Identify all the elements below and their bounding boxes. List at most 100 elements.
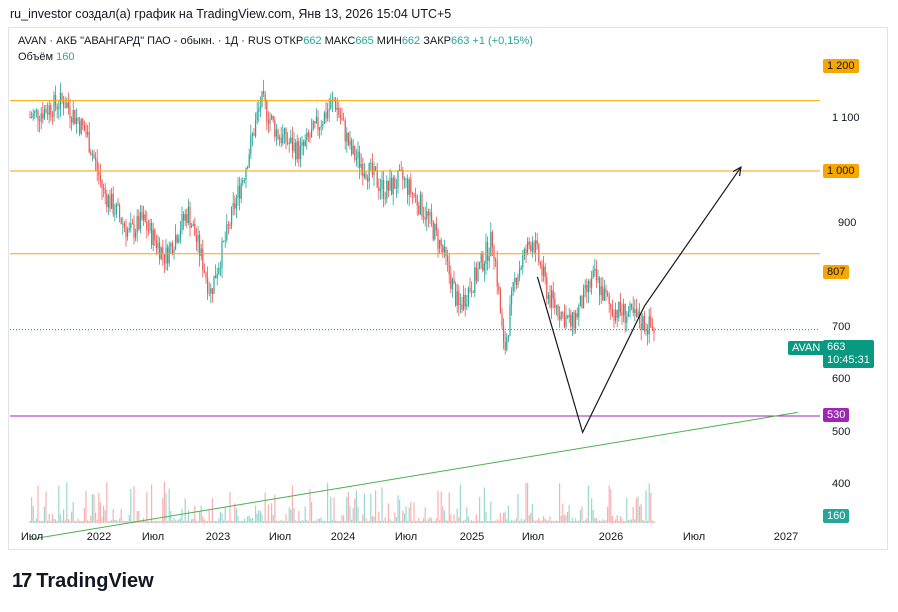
volume-bar <box>183 520 185 523</box>
candle-body <box>197 235 199 242</box>
volume-bar <box>631 519 633 523</box>
candle-body <box>421 194 423 217</box>
candle-body <box>474 267 476 293</box>
candle-body <box>200 248 202 256</box>
candle-body <box>51 115 53 117</box>
volume-bar <box>170 510 172 523</box>
volume-bar <box>496 519 498 523</box>
volume-bar <box>573 520 575 523</box>
volume-bar <box>154 520 156 523</box>
volume-bar <box>87 520 89 523</box>
candle-body <box>283 128 285 135</box>
volume-bar <box>34 520 36 523</box>
candle-body <box>549 295 551 308</box>
candle-body <box>194 223 196 236</box>
candle-body <box>611 309 613 316</box>
volume-bar <box>472 520 474 523</box>
volume-bar <box>107 520 109 523</box>
candle-body <box>171 243 173 254</box>
candle-body <box>213 275 215 294</box>
candle-body <box>351 140 353 154</box>
volume-bar <box>64 520 66 523</box>
volume-bar <box>643 520 645 523</box>
candle-body <box>514 278 516 282</box>
volume-bar <box>381 487 383 523</box>
volume-bar <box>370 493 372 523</box>
volume-bar <box>490 501 492 523</box>
candle-body <box>152 229 154 245</box>
volume-bar <box>413 502 415 523</box>
candle-body <box>79 121 81 134</box>
candle-body <box>487 242 489 261</box>
candle-body <box>39 120 41 122</box>
volume-bar <box>583 520 585 523</box>
volume-bar <box>32 506 34 523</box>
candle-body <box>299 145 301 160</box>
candle-body <box>535 240 537 253</box>
volume-bar <box>72 501 74 523</box>
volume-bar <box>167 520 169 523</box>
y-tick: 700 <box>832 321 851 333</box>
candle-body <box>394 177 396 189</box>
volume-bar <box>69 520 71 523</box>
tradingview-logo[interactable]: 17 TradingView <box>12 570 154 593</box>
volume-bar <box>333 497 335 523</box>
chart-frame <box>8 27 888 550</box>
candle-body <box>114 213 116 215</box>
x-tick: Июл <box>394 531 418 543</box>
volume-bar <box>331 520 333 523</box>
volume-bar <box>383 520 385 523</box>
volume-bar <box>274 494 276 523</box>
volume-bar <box>275 520 277 523</box>
candle-body <box>392 177 394 195</box>
candle-body <box>352 145 354 154</box>
volume-bar <box>130 488 132 523</box>
candle-body <box>568 314 570 318</box>
volume-bar <box>42 520 44 523</box>
candle-body <box>437 230 439 249</box>
volume-bar <box>136 510 138 523</box>
candle-body <box>253 133 255 136</box>
level-1200-label: 1 200 <box>823 59 859 73</box>
candle-body <box>298 141 300 160</box>
drawings <box>29 166 798 540</box>
candle-body <box>309 136 311 138</box>
candle-body <box>608 295 610 305</box>
volume-bar <box>299 520 301 523</box>
candle-body <box>403 178 405 180</box>
candle-body <box>560 311 562 320</box>
volume-bar <box>427 519 429 523</box>
volume-bar <box>120 508 122 523</box>
volume-bar <box>40 520 42 523</box>
candle-body <box>411 193 413 195</box>
volume-bar <box>523 519 525 523</box>
volume-bar <box>503 512 505 523</box>
candle-body <box>440 239 442 246</box>
candle-body <box>149 222 151 231</box>
candle-body <box>327 111 329 119</box>
last-price: 663 <box>827 341 846 353</box>
candle-body <box>219 267 221 269</box>
candle-body <box>471 291 473 293</box>
volume-bar <box>184 498 186 523</box>
symbol-title: AVAN · АКБ "АВАНГАРД" ПАО - обыкн. · 1Д … <box>18 35 272 47</box>
candle-body <box>458 291 460 305</box>
candle-body <box>365 173 367 179</box>
candle-body <box>146 221 148 230</box>
volume-bar <box>255 505 257 523</box>
volume-bar <box>400 520 402 523</box>
candle-body <box>245 168 247 180</box>
candle-body <box>280 137 282 144</box>
volume-bar <box>296 520 298 523</box>
volume-bar <box>613 520 615 523</box>
volume-bar <box>336 521 338 523</box>
volume-bar <box>320 517 322 523</box>
volume-bar <box>538 518 540 523</box>
volume-bar <box>138 510 140 523</box>
candle-body <box>616 310 618 318</box>
volume-bar <box>239 520 241 523</box>
candle-body <box>269 118 271 124</box>
volume-bar <box>211 498 213 523</box>
candle-body <box>91 154 93 156</box>
